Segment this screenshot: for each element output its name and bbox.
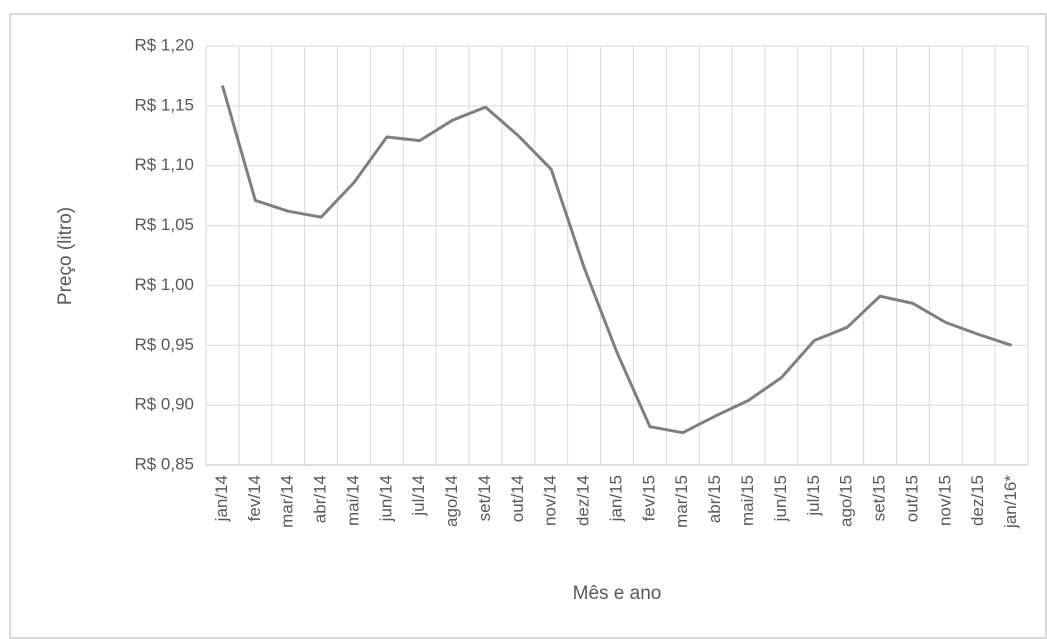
y-tick-label: R$ 1,20: [134, 35, 194, 54]
x-tick-label: jul/14: [409, 475, 428, 517]
chart-frame: [9, 13, 1047, 639]
x-tick-label: nov/15: [935, 475, 954, 526]
x-tick-label: ago/14: [442, 475, 461, 527]
x-axis-title: Mês e ano: [573, 583, 662, 604]
x-tick-label: set/15: [870, 475, 889, 521]
x-tick-label: jul/15: [804, 475, 823, 517]
y-tick-label: R$ 0,85: [134, 454, 194, 473]
y-tick-label: R$ 1,00: [134, 275, 194, 294]
x-tick-label: nov/14: [541, 475, 560, 526]
x-tick-label: jan/14: [212, 475, 231, 522]
x-tick-label: jan/16*: [1001, 475, 1020, 529]
y-tick-label: R$ 1,15: [134, 95, 194, 114]
y-tick-label: R$ 1,05: [134, 215, 194, 234]
x-tick-label: ago/15: [837, 475, 856, 527]
x-tick-label: out/14: [508, 475, 527, 522]
x-tick-label: out/15: [902, 475, 921, 522]
x-tick-label: dez/15: [968, 475, 987, 526]
y-axis-title: Preço (litro): [55, 207, 76, 305]
x-tick-label: fev/15: [639, 475, 658, 521]
x-tick-label: set/14: [475, 475, 494, 521]
x-tick-label: mai/15: [738, 475, 757, 526]
x-tick-label: mar/15: [672, 475, 691, 528]
y-tick-label: R$ 0,90: [134, 395, 194, 414]
x-tick-label: abr/14: [311, 475, 330, 523]
data-line: [220, 85, 1013, 435]
x-tick-label: jun/14: [376, 475, 395, 522]
x-tick-label: mai/14: [343, 475, 362, 526]
x-tick-label: dez/14: [574, 475, 593, 526]
x-tick-label: jun/15: [771, 475, 790, 522]
y-tick-label: R$ 1,10: [134, 155, 194, 174]
x-tick-label: mar/14: [278, 475, 297, 528]
x-tick-label: abr/15: [705, 475, 724, 523]
x-tick-label: jan/15: [606, 475, 625, 522]
x-tick-label: fev/14: [245, 475, 264, 521]
y-tick-label: R$ 0,95: [134, 335, 194, 354]
